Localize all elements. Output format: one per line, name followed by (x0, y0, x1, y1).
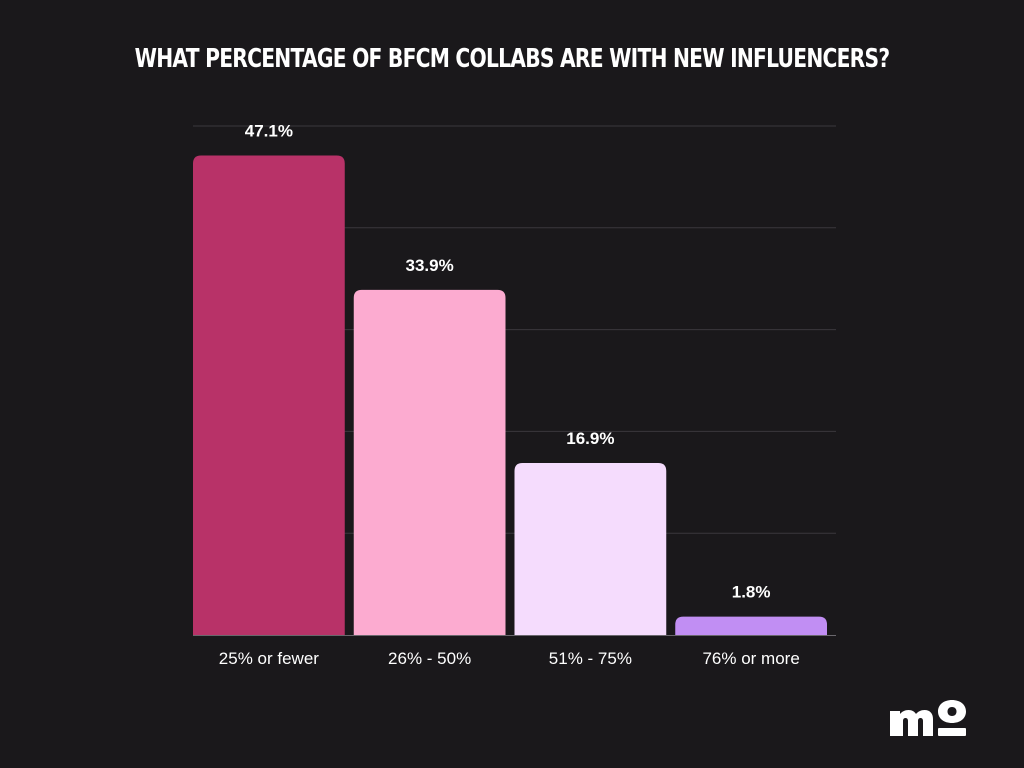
mo-logo-icon (890, 700, 966, 736)
bar-4 (675, 616, 827, 635)
value-label: 33.9% (406, 256, 454, 275)
labels: 47.1% 25% or fewer 33.9% 26% - 50% 16.9% 51% … (219, 122, 800, 668)
chart-title: WHAT PERCENTAGE OF BFCM COLLABS ARE WITH… (134, 44, 890, 74)
category-label: 26% - 50% (388, 649, 471, 668)
category-label: 76% or more (702, 649, 799, 668)
bar-1 (193, 155, 345, 635)
category-label: 51% - 75% (549, 649, 632, 668)
value-label: 47.1% (245, 122, 293, 141)
value-label: 1.8% (732, 583, 771, 602)
bar-3 (514, 462, 667, 635)
value-label: 16.9% (566, 429, 614, 448)
bars (193, 155, 827, 635)
bar-2 (353, 289, 506, 635)
category-label: 25% or fewer (219, 649, 319, 668)
